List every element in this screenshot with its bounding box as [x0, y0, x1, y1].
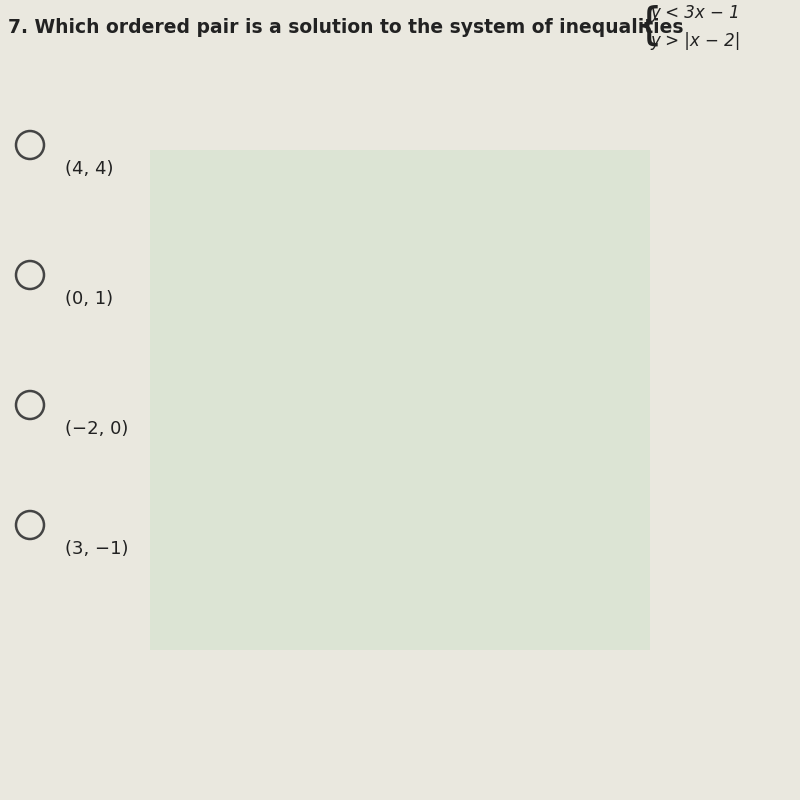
Text: (−2, 0): (−2, 0)	[65, 420, 128, 438]
FancyBboxPatch shape	[150, 150, 650, 650]
Text: y > |x − 2|: y > |x − 2|	[650, 32, 740, 50]
Text: {: {	[635, 5, 663, 48]
Text: (3, −1): (3, −1)	[65, 540, 129, 558]
Text: (0, 1): (0, 1)	[65, 290, 113, 308]
Text: (4, 4): (4, 4)	[65, 160, 114, 178]
Text: y < 3x − 1: y < 3x − 1	[650, 4, 740, 22]
Text: 7. Which ordered pair is a solution to the system of inequalities: 7. Which ordered pair is a solution to t…	[8, 18, 683, 37]
